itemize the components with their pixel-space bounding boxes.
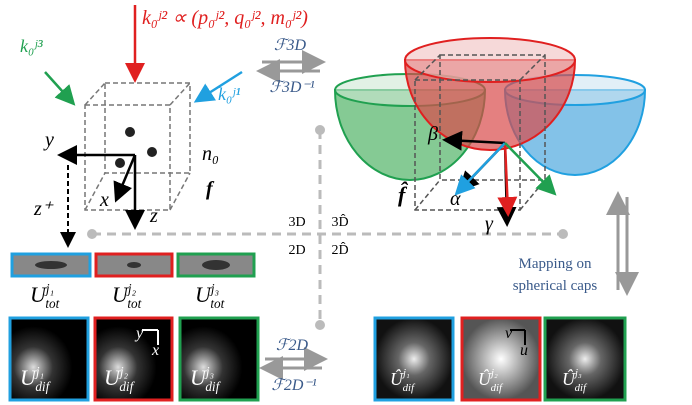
u-sup: j₁	[401, 367, 410, 379]
u-sub: tot	[45, 296, 59, 311]
k-blue: k₀ʲ¹	[218, 84, 241, 104]
u-sup: j₂	[489, 367, 498, 379]
panel-axis: x	[151, 342, 159, 359]
u-sub: tot	[127, 296, 141, 311]
mapping-text: Mapping on	[519, 256, 592, 272]
u-sub: tot	[210, 296, 224, 311]
u-sup: j₁	[44, 281, 54, 296]
u-sup: j₃	[573, 367, 582, 379]
z-plus: z⁺	[33, 198, 54, 220]
u-sub: dif	[119, 379, 135, 394]
f3d: ℱ3D	[274, 37, 307, 54]
z: z	[149, 205, 158, 227]
u-sup: j₂	[118, 364, 129, 379]
f-hat: f̂	[398, 181, 409, 207]
panel-axis: u	[520, 342, 528, 359]
f2d-inv: ℱ2D⁻¹	[271, 377, 317, 394]
mapping-text: spherical caps	[513, 278, 598, 294]
diagram: k₀ʲ² ∝ (p₀ʲ², q₀ʲ², m₀ʲ²) k₀ʲ³ k₀ʲ¹ ℱ3D …	[0, 0, 692, 405]
f3d-inv: ℱ3D⁻¹	[269, 79, 315, 96]
u-sup: j₃	[209, 281, 220, 296]
panel-axis: v	[505, 325, 513, 342]
u-sup: j₁	[34, 364, 44, 379]
k-red: k₀ʲ² ∝ (p₀ʲ², q₀ʲ², m₀ʲ²)	[142, 7, 308, 29]
d2-hat: 2D̂	[331, 241, 348, 258]
k-green: k₀ʲ³	[20, 36, 43, 56]
n0: n₀	[202, 143, 219, 165]
gamma: γ	[485, 213, 494, 235]
d2: 2D	[288, 243, 305, 258]
x: x	[99, 189, 109, 211]
u-sub: dif	[575, 382, 588, 394]
f2d: ℱ2D	[276, 337, 309, 354]
u-sub: dif	[491, 382, 504, 394]
u-sup: j₃	[204, 364, 215, 379]
d3: 3D	[288, 215, 305, 230]
d3-hat: 3D̂	[331, 213, 348, 230]
u-sub: dif	[403, 382, 416, 394]
panel-axis: y	[134, 325, 144, 342]
alpha: α	[450, 188, 461, 210]
u-sub: dif	[35, 379, 51, 394]
y: y	[43, 129, 54, 151]
beta: β	[427, 123, 438, 145]
u-sub: dif	[205, 379, 221, 394]
f: f	[206, 178, 215, 200]
u-sup: j₂	[126, 281, 137, 296]
